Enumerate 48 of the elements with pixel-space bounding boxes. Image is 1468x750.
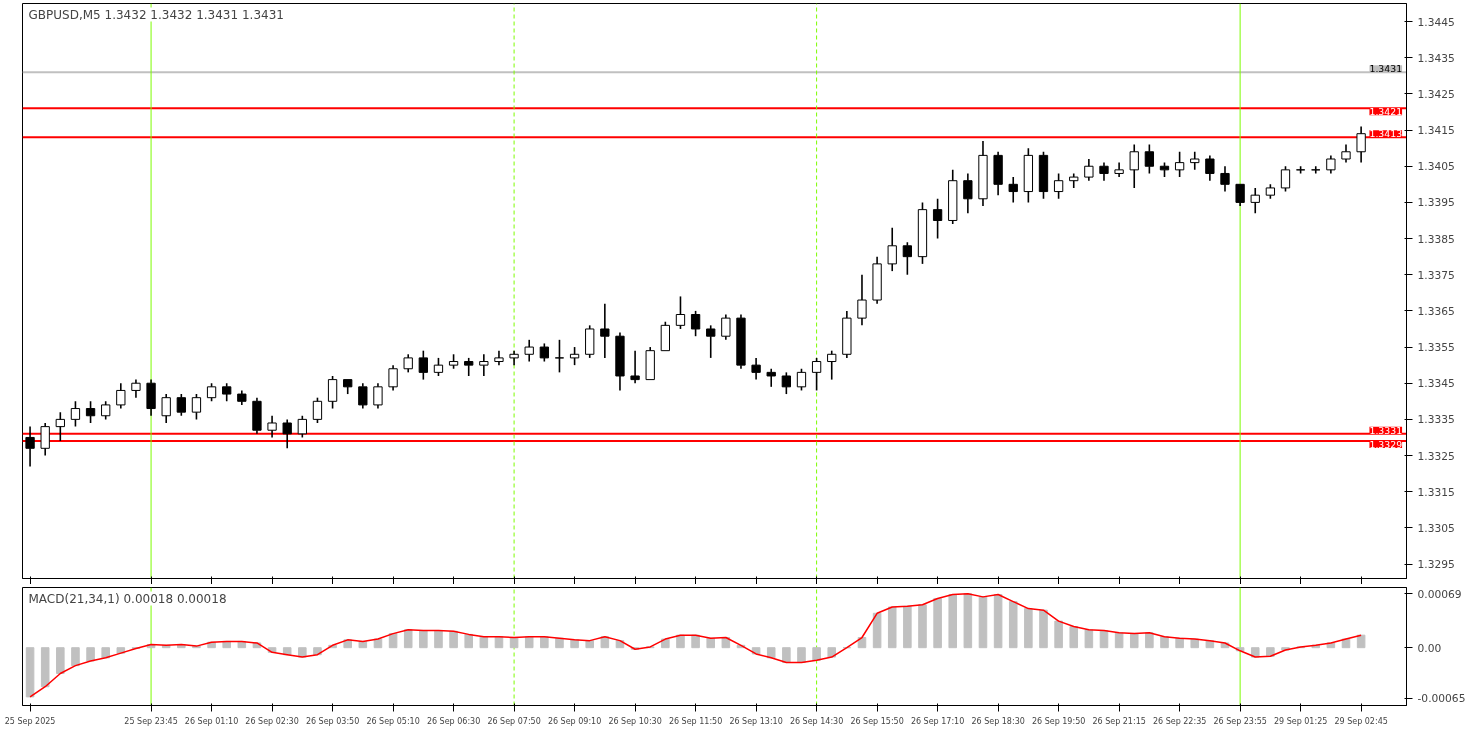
y-tick-label: 1.3355	[1417, 341, 1455, 355]
y-tick-label: 1.3325	[1417, 449, 1455, 463]
y-tick-label: 1.3295	[1417, 558, 1455, 572]
x-tick-label: 26 Sep 22:35	[1152, 716, 1207, 726]
x-tick-label: 25 Sep 2025	[4, 716, 56, 726]
y-tick-label: 0.00	[1417, 641, 1442, 655]
y-tick-label: 1.3425	[1417, 87, 1455, 101]
x-tick-label: 26 Sep 17:10	[910, 716, 965, 726]
y-tick-label: 1.3335	[1417, 413, 1455, 427]
chart-title: MACD(21,34,1) 0.00018 0.00018	[28, 591, 227, 606]
x-tick-label: 25 Sep 23:45	[124, 716, 178, 726]
x-tick-label: 26 Sep 21:15	[1092, 716, 1146, 726]
x-tick-label: 26 Sep 06:30	[426, 716, 481, 726]
x-tick-label: 26 Sep 11:50	[668, 716, 723, 726]
ref-line-label: 1.3413	[1369, 128, 1403, 140]
x-tick-label: 26 Sep 10:30	[608, 716, 662, 726]
x-tick-label: 29 Sep 02:45	[1334, 716, 1388, 726]
x-tick-label: 26 Sep 02:30	[245, 716, 299, 726]
x-tick-label: 26 Sep 03:50	[305, 716, 360, 726]
y-tick-label: 1.3395	[1417, 196, 1455, 210]
x-tick-label: 26 Sep 07:50	[487, 716, 541, 726]
y-tick-label: 1.3345	[1417, 377, 1455, 391]
chart-title: GBPUSD,M5 1.3432 1.3432 1.3431 1.3431	[28, 7, 284, 22]
y-tick-label: 0.00069	[1417, 587, 1462, 601]
x-tick-label: 26 Sep 09:10	[547, 716, 602, 726]
x-tick-label: 26 Sep 01:10	[184, 716, 239, 726]
x-tick-label: 26 Sep 05:10	[366, 716, 420, 726]
x-tick-label: 26 Sep 14:30	[789, 716, 844, 726]
y-tick-label: 1.3435	[1417, 51, 1455, 65]
ref-line-label: 1.3421	[1369, 106, 1403, 118]
x-tick-label: 26 Sep 18:30	[971, 716, 1025, 726]
x-tick-label: 26 Sep 13:10	[729, 716, 783, 726]
x-tick-label: 26 Sep 19:50	[1031, 716, 1086, 726]
x-tick-label: 26 Sep 15:50	[850, 716, 904, 726]
x-tick-label: 29 Sep 01:25	[1273, 716, 1328, 726]
y-tick-label: 1.3385	[1417, 232, 1455, 246]
y-tick-label: 1.3375	[1417, 268, 1455, 282]
ref-line-label: 1.3331	[1369, 424, 1403, 436]
y-tick-label: 1.3445	[1417, 15, 1455, 29]
y-tick-label: 1.3315	[1417, 485, 1455, 499]
ref-line-label: 1.3329	[1369, 439, 1403, 451]
y-tick-label: 1.3415	[1417, 124, 1455, 138]
y-tick-label: -0.00065	[1417, 692, 1466, 706]
y-tick-label: 1.3365	[1417, 304, 1455, 318]
x-tick-label: 26 Sep 23:55	[1213, 716, 1267, 726]
y-tick-label: 1.3305	[1417, 521, 1455, 535]
y-tick-label: 1.3405	[1417, 160, 1455, 174]
ref-line-label: 1.3431	[1369, 63, 1403, 75]
